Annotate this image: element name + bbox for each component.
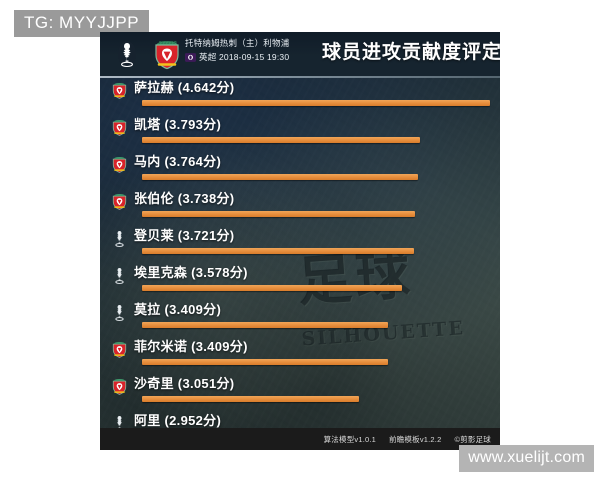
player-name-score-label: 萨拉赫 (4.642分) [134, 80, 235, 95]
player-name-score-label: 菲尔米诺 (3.409分) [134, 339, 248, 354]
contribution-bar [142, 211, 415, 217]
premier-league-badge-icon [185, 53, 196, 62]
contribution-bar [142, 396, 359, 402]
player-ranking-row: 凯塔 (3.793分) [100, 115, 500, 152]
player-name-score-label: 莫拉 (3.409分) [134, 302, 222, 317]
panel-footer: 算法模型v1.0.1 前瞻模板v1.2.2 ©剪影足球 [100, 428, 500, 450]
contribution-bar-track [142, 211, 490, 217]
contribution-bar [142, 322, 388, 328]
player-ranking-row: 萨拉赫 (4.642分) [100, 78, 500, 115]
player-name-score-label: 沙奇里 (3.051分) [134, 376, 235, 391]
contribution-bar-track [142, 359, 490, 365]
header-divider [100, 76, 500, 78]
contribution-bar-track [142, 396, 490, 402]
match-summary: 托特纳姆热刺（主）利物浦 英超 2018-09-15 19:30 [185, 37, 330, 63]
liverpool-fc-crest-icon [152, 39, 182, 70]
copyright-text: ©剪影足球 [454, 434, 491, 444]
liverpool-fc-crest-icon [111, 155, 128, 174]
contribution-bar [142, 100, 490, 106]
template-version-text: 前瞻模板v1.2.2 [389, 434, 442, 444]
match-teams-text: 托特纳姆热刺（主）利物浦 [185, 38, 290, 48]
player-name-score-label: 凯塔 (3.793分) [134, 117, 222, 132]
contribution-bar-track [142, 137, 490, 143]
match-info-text: 英超 2018-09-15 19:30 [199, 52, 290, 62]
algorithm-version-text: 算法模型v1.0.1 [323, 434, 377, 444]
infographic-panel: 足球 SILHOUETTE [100, 32, 500, 450]
liverpool-fc-crest-icon [111, 192, 128, 211]
contribution-bar-track [142, 285, 490, 291]
player-ranking-row: 莫拉 (3.409分) [100, 300, 500, 337]
tottenham-hotspur-crest-icon [111, 303, 128, 322]
tottenham-hotspur-crest-icon [111, 229, 128, 248]
contribution-bar-track [142, 248, 490, 254]
player-ranking-list: 萨拉赫 (4.642分) 凯塔 (3.793分) 马内 (3.764分) 张伯伦 (3… [100, 78, 500, 448]
panel-header: 托特纳姆热刺（主）利物浦 英超 2018-09-15 19:30 球员进攻贡献度… [100, 32, 500, 76]
tottenham-hotspur-crest-icon [111, 266, 128, 285]
contribution-bar-track [142, 100, 490, 106]
liverpool-fc-crest-icon [111, 81, 128, 100]
page-title: 球员进攻贡献度评定 [322, 42, 500, 63]
player-ranking-row: 张伯伦 (3.738分) [100, 189, 500, 226]
contribution-bar [142, 359, 388, 365]
player-name-score-label: 登贝莱 (3.721分) [134, 228, 235, 243]
player-ranking-row: 登贝莱 (3.721分) [100, 226, 500, 263]
contribution-bar [142, 248, 414, 254]
contribution-bar-track [142, 174, 490, 180]
player-name-score-label: 马内 (3.764分) [134, 154, 222, 169]
contribution-bar [142, 285, 402, 291]
liverpool-fc-crest-icon [111, 340, 128, 359]
contribution-bar-track [142, 322, 490, 328]
player-ranking-row: 沙奇里 (3.051分) [100, 374, 500, 411]
tg-channel-tag: TG: MYYJJPP [14, 10, 150, 37]
match-meta-row: 英超 2018-09-15 19:30 [185, 52, 330, 63]
player-name-score-label: 阿里 (2.952分) [134, 413, 222, 428]
site-watermark: www.xuelijt.com [459, 445, 594, 472]
tottenham-hotspur-crest-icon [114, 40, 140, 69]
player-name-score-label: 埃里克森 (3.578分) [134, 265, 248, 280]
player-ranking-row: 埃里克森 (3.578分) [100, 263, 500, 300]
liverpool-fc-crest-icon [111, 377, 128, 396]
contribution-bar [142, 174, 418, 180]
contribution-bar [142, 137, 420, 143]
liverpool-fc-crest-icon [111, 118, 128, 137]
player-name-score-label: 张伯伦 (3.738分) [134, 191, 235, 206]
player-ranking-row: 菲尔米诺 (3.409分) [100, 337, 500, 374]
player-ranking-row: 马内 (3.764分) [100, 152, 500, 189]
